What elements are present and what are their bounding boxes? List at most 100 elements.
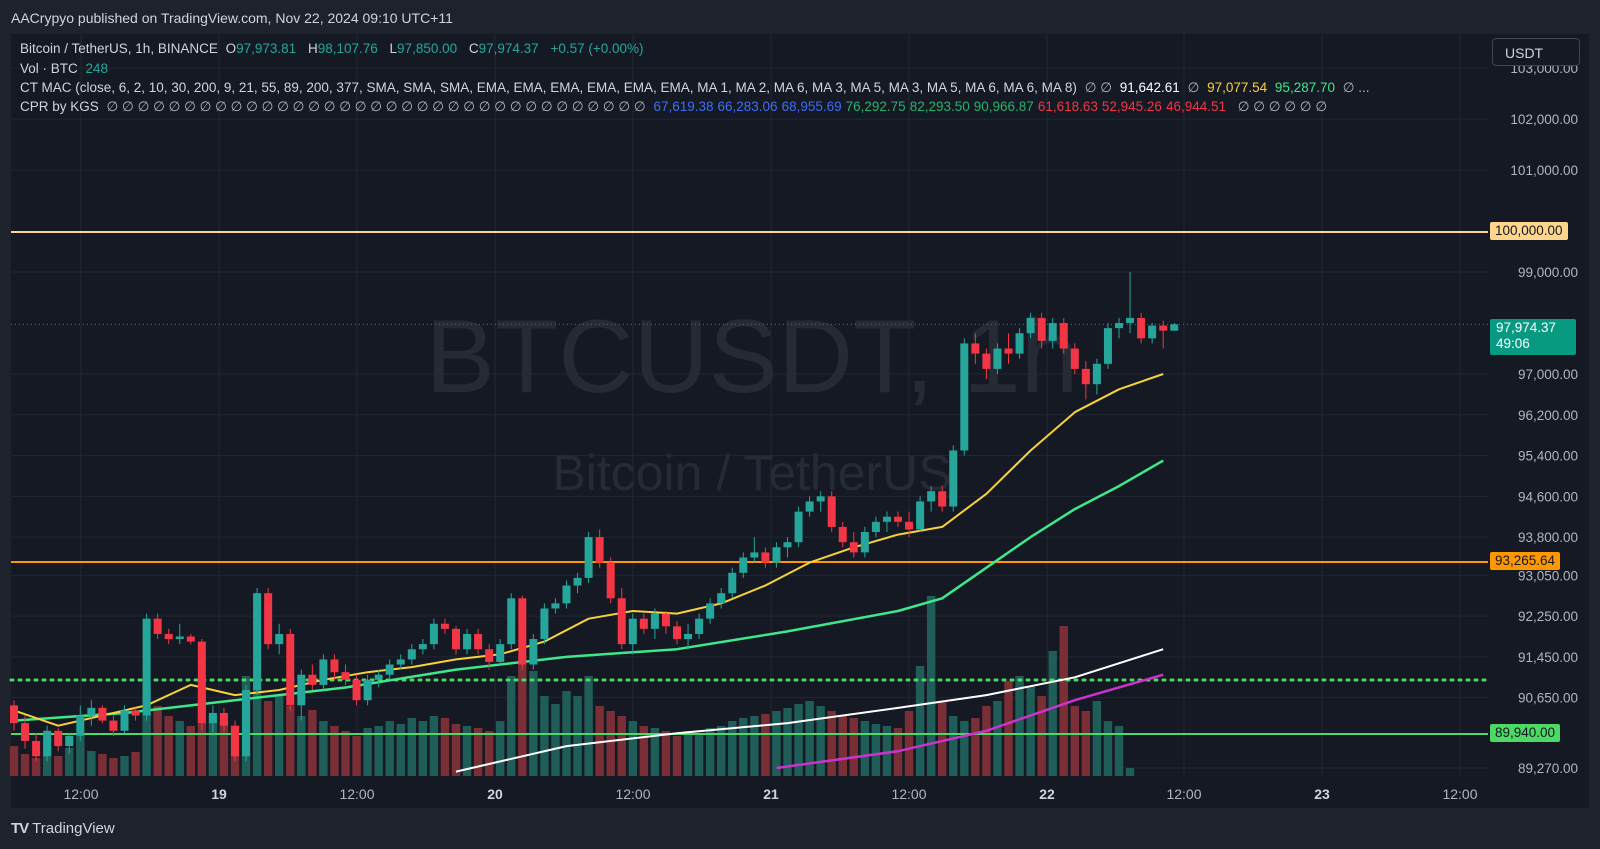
- price-tick-label: 93,050.00: [1518, 568, 1578, 583]
- candle-body: [242, 690, 251, 757]
- ma-magenta-line: [776, 673, 1164, 770]
- high-value: 98,107.76: [317, 41, 378, 56]
- candle-body: [606, 562, 615, 599]
- volume-bar: [761, 714, 770, 776]
- current-price-tag: 97,974.37 49:06: [1490, 319, 1576, 355]
- candle-body: [496, 644, 505, 662]
- cpr-value-4: 76,292.75: [845, 99, 906, 114]
- volume-bar: [263, 701, 273, 776]
- volume-bars: [9, 596, 1135, 776]
- cpr-values: 67,619.38 66,283.06 68,955.69 76,292.75 82,2…: [653, 99, 1230, 114]
- volume-bar: [1048, 651, 1057, 776]
- volume-bar: [297, 716, 306, 776]
- volume-bar: [794, 704, 803, 776]
- volume-bar: [540, 696, 549, 776]
- volume-bar: [949, 716, 958, 776]
- price-tick-label: 91,450.00: [1518, 650, 1578, 665]
- volume-bar: [219, 721, 229, 776]
- candle-body: [87, 707, 96, 716]
- candle-body: [871, 521, 880, 533]
- published-line: AACrypyo published on TradingView.com, N…: [11, 10, 453, 26]
- candle-body: [319, 659, 328, 685]
- volume-bar: [628, 721, 637, 776]
- volume-bar: [1070, 706, 1079, 776]
- price-tick-label: 101,000.00: [1510, 163, 1578, 178]
- volume-label[interactable]: Vol · BTC: [20, 61, 78, 76]
- symbol-name[interactable]: Bitcoin / TetherUS, 1h, BINANCE: [20, 41, 218, 56]
- volume-bar: [462, 726, 472, 776]
- price-tick-label: 96,200.00: [1518, 408, 1578, 423]
- candle-body: [639, 618, 648, 629]
- candle-body: [330, 659, 339, 673]
- candle-body: [661, 613, 670, 627]
- candle-body: [231, 725, 239, 757]
- volume-bar: [926, 596, 936, 776]
- cpr-value-3: 68,955.69: [781, 99, 842, 114]
- candle-body: [650, 613, 659, 629]
- time-tick-label: 23: [1314, 786, 1330, 802]
- volume-bar: [838, 716, 847, 776]
- volume-bar: [1103, 721, 1113, 776]
- ema-green-line: [13, 459, 1164, 722]
- tradingview-brand: TradingView: [32, 820, 115, 837]
- candle-body: [628, 618, 637, 645]
- close-label: C: [468, 41, 479, 56]
- volume-bar: [827, 711, 836, 776]
- candle-body: [186, 636, 195, 642]
- volume-bar: [904, 711, 914, 776]
- currency-button[interactable]: USDT: [1492, 38, 1580, 66]
- volume-bar: [54, 756, 63, 776]
- candle-body: [264, 593, 273, 645]
- candle-body: [1137, 317, 1146, 339]
- price-tick-label: 97,000.00: [1518, 367, 1578, 382]
- ctmac-label[interactable]: CT MAC (close, 6, 2, 10, 30, 200, 9, 21,…: [20, 80, 1077, 95]
- candle-body: [1081, 368, 1090, 385]
- watermark-name: Bitcoin / TetherUS: [552, 445, 951, 501]
- volume-bar: [308, 710, 317, 776]
- candle-body: [894, 516, 902, 522]
- candle-body: [750, 552, 759, 558]
- volume-bar: [573, 696, 582, 776]
- volume-bar: [971, 718, 980, 776]
- time-tick-label: 20: [487, 786, 503, 802]
- candle-body: [385, 664, 394, 675]
- cpr-label[interactable]: CPR by KGS: [20, 99, 99, 114]
- candle-body: [98, 707, 107, 721]
- volume-bar: [683, 731, 693, 776]
- candle-body: [1037, 317, 1046, 341]
- volume-bar: [1092, 701, 1102, 776]
- volume-bar: [131, 752, 140, 776]
- candle-body: [783, 542, 792, 548]
- price-tick-label: 94,600.00: [1518, 489, 1578, 504]
- candle-body: [219, 712, 228, 726]
- volume-bar: [363, 728, 372, 776]
- candle-body: [739, 557, 748, 573]
- candle-body: [573, 577, 582, 586]
- candle-body: [429, 623, 438, 645]
- volume-bar: [728, 721, 737, 776]
- volume-bar: [98, 754, 107, 776]
- ctmac-empty-post: ∅ ...: [1342, 80, 1370, 95]
- candle-body: [938, 491, 947, 507]
- volume-bar: [20, 754, 30, 776]
- candle-body: [816, 496, 825, 502]
- candle-body: [673, 626, 681, 640]
- candle-body: [1070, 348, 1079, 369]
- candle-body: [76, 715, 85, 736]
- volume-bar: [1026, 686, 1035, 776]
- cpr-empty-pre: ∅ ∅ ∅ ∅ ∅ ∅ ∅ ∅ ∅ ∅ ∅ ∅ ∅ ∅ ∅ ∅ ∅ ∅ ∅ ∅ …: [106, 99, 646, 114]
- candle-body: [286, 633, 295, 706]
- tradingview-logo[interactable]: TV TradingView: [11, 820, 115, 837]
- candle-body: [374, 674, 383, 680]
- candle-body: [1092, 363, 1101, 385]
- volume-bar: [153, 706, 162, 776]
- candle-body: [838, 526, 847, 543]
- candle-body: [43, 730, 52, 757]
- volume-bar: [473, 728, 483, 776]
- candle-body: [927, 491, 936, 502]
- volume-bar: [1037, 696, 1046, 776]
- volume-bar: [1114, 726, 1124, 776]
- candle-body: [717, 593, 726, 604]
- candle-body: [197, 641, 206, 724]
